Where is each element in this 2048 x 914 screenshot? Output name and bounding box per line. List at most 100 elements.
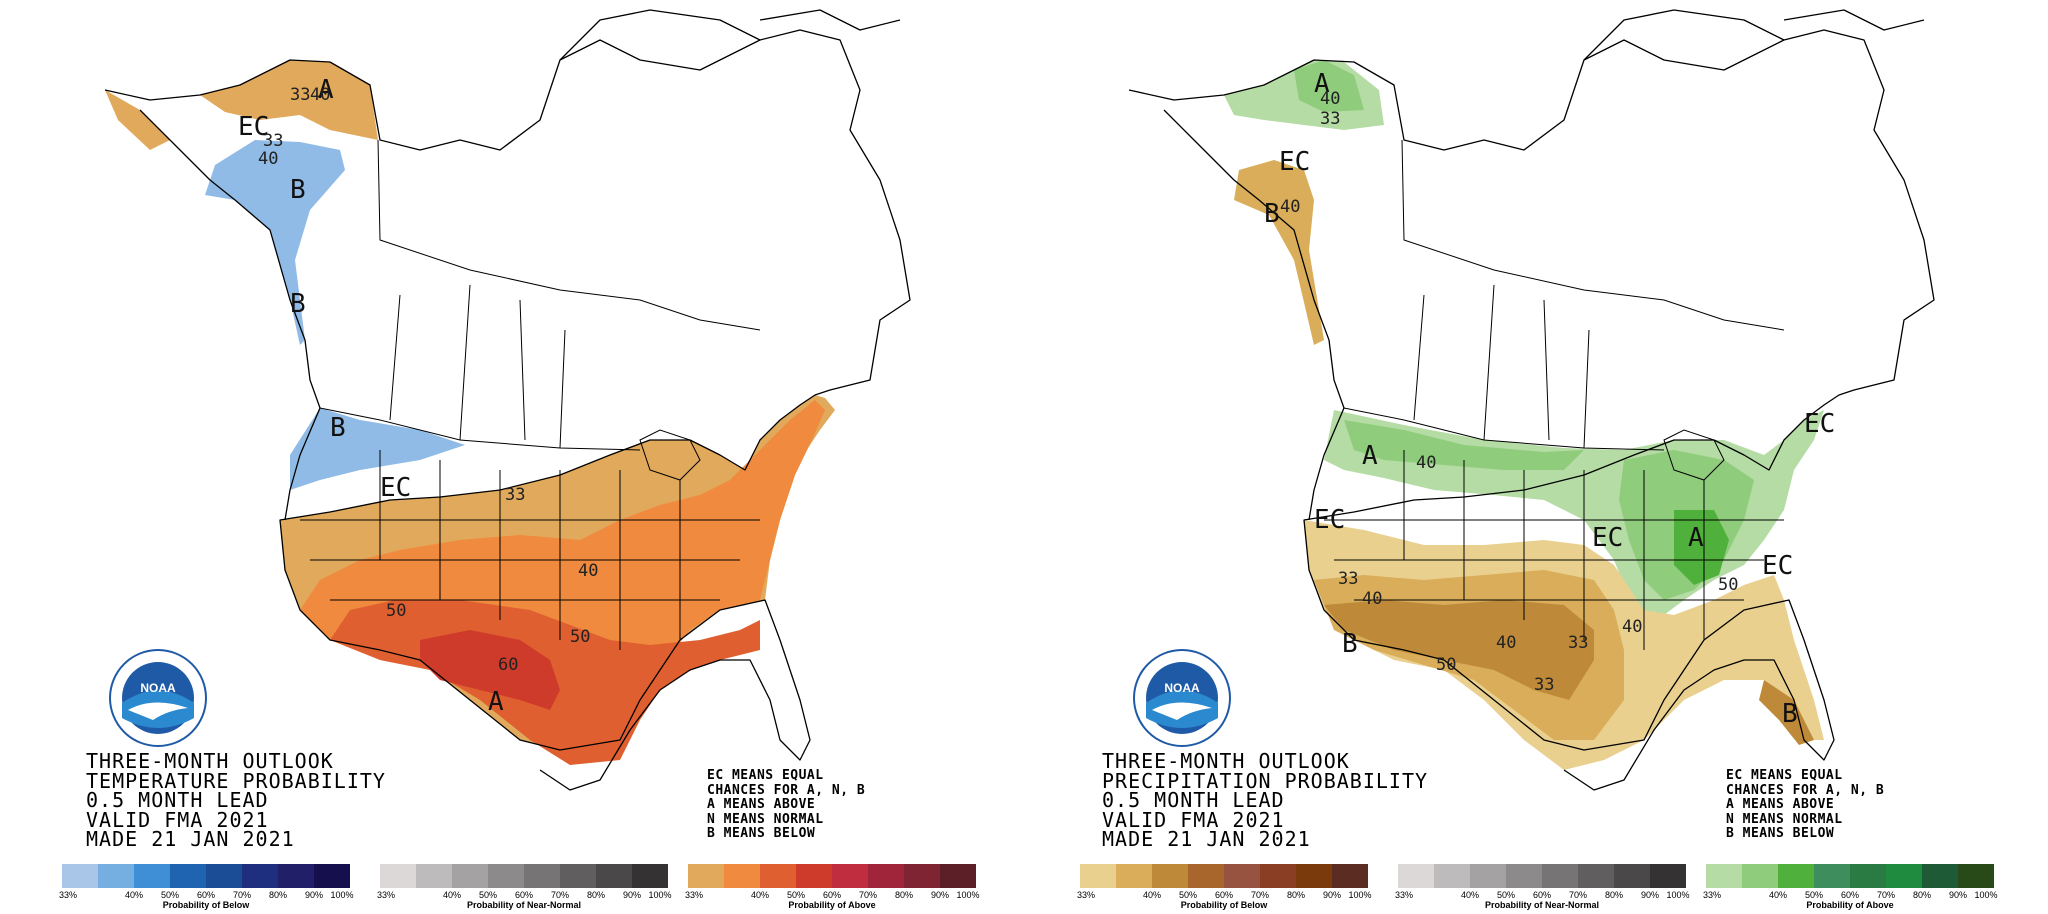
contour-label: 33	[1568, 633, 1588, 653]
contour-label: 40	[1496, 633, 1516, 653]
scale-bar	[380, 864, 668, 888]
temperature-shading	[105, 60, 835, 765]
scale-swatch	[1650, 864, 1686, 888]
scale-tick-label: 40%	[750, 890, 770, 900]
province-lines	[389, 284, 566, 449]
scale-tick-label: 90%	[1948, 890, 1968, 900]
scale-tick-label: 100%	[956, 890, 980, 900]
map-label: A	[1362, 441, 1378, 471]
temperature-contour-labels: 33 40 33 40 33 40 50 60 50	[258, 85, 598, 675]
scale-ticks: 33% 40% 50% 60% 70% 80% 90% 100%	[1077, 888, 1372, 900]
temperature-outlook-map: A EC B B B EC A 33 40 33 40 33 40 50 60 …	[104, 9, 911, 791]
scale-tick-label: 40%	[124, 890, 144, 900]
scale-tick-label: 50%	[1178, 890, 1198, 900]
legend-note-line: B MEANS BELOW	[707, 826, 816, 841]
scale-tick-label: 80%	[1912, 890, 1932, 900]
title-line: VALID FMA 2021	[86, 807, 269, 832]
scale-swatch	[1922, 864, 1958, 888]
scale-swatch	[134, 864, 170, 888]
scale-tick-label: 50%	[786, 890, 806, 900]
west-coast	[139, 109, 306, 341]
legend-note-line: A MEANS ABOVE	[707, 797, 816, 812]
scale-tick-label: 100%	[1974, 890, 1998, 900]
alaska-above-region	[200, 60, 378, 140]
scale-tick-label: 80%	[268, 890, 288, 900]
alaska-above-40-region	[1294, 60, 1364, 112]
scale-tick-label: 40%	[1768, 890, 1788, 900]
scale-swatch	[242, 864, 278, 888]
scale-swatch	[688, 864, 724, 888]
legend-note-line: CHANCES FOR A, N, B	[707, 782, 866, 798]
scale-tick-label: 100%	[648, 890, 672, 900]
legend-note-line: EC MEANS EQUAL	[707, 768, 824, 783]
map-label: B	[1264, 199, 1280, 229]
scale-swatch	[724, 864, 760, 888]
contour-label: 50	[570, 627, 590, 647]
scale-tick-label: 80%	[1286, 890, 1306, 900]
scale-below: 33% 40% 50% 60% 70% 80% 90% 100% Probability of…	[1077, 864, 1372, 910]
scale-swatch	[560, 864, 596, 888]
svg-text:NOAA: NOAA	[140, 681, 176, 695]
continent-coastline	[1128, 29, 1935, 791]
west-coast	[1163, 109, 1330, 341]
precipitation-shading	[1224, 60, 1824, 770]
scale-swatch	[1958, 864, 1994, 888]
scale-swatch	[632, 864, 668, 888]
map-label: B	[330, 413, 346, 443]
map-label: EC	[1804, 409, 1835, 439]
map-label: EC	[380, 473, 411, 503]
map-label: A	[318, 75, 334, 105]
great-lakes	[1663, 429, 1725, 481]
scale-swatch	[1778, 864, 1814, 888]
scale-swatch	[1116, 864, 1152, 888]
scale-swatch	[1296, 864, 1332, 888]
title-line: MADE 21 JAN 2021	[86, 827, 295, 851]
scale-caption: Probability of Below	[1180, 900, 1268, 910]
title-line: TEMPERATURE PROBABILITY	[86, 768, 386, 793]
temperature-legend-note: EC MEANS EQUAL CHANCES FOR A, N, B A MEA…	[707, 768, 866, 842]
scale-tick-label: 50%	[478, 890, 498, 900]
scale-tick-label: 90%	[622, 890, 642, 900]
contour-label: 33	[1320, 109, 1340, 129]
scale-tick-label: 90%	[304, 890, 324, 900]
scale-tick-label: 40%	[1142, 890, 1162, 900]
scale-above: 33% 40% 50% 60% 70% 80% 90% 100% Probability of…	[685, 864, 980, 910]
scale-tick-label: 60%	[822, 890, 842, 900]
province-lines	[1413, 284, 1590, 449]
scale-near-normal: 33% 40% 50% 60% 70% 80% 90% 100% Probability of…	[1394, 864, 1690, 910]
scale-tick-label: 80%	[1604, 890, 1624, 900]
scale-swatch	[1742, 864, 1778, 888]
map-label: EC	[1279, 147, 1310, 177]
scale-swatch	[98, 864, 134, 888]
scale-swatch	[1188, 864, 1224, 888]
scale-ticks: 33% 40% 50% 60% 70% 80% 90% 100%	[1703, 888, 1998, 900]
contour-label: 40	[1320, 89, 1340, 109]
map-label: EC	[1314, 505, 1345, 535]
contour-label: 40	[1280, 197, 1300, 217]
alaska-below-region	[205, 140, 345, 345]
scale-tick-label: 33%	[1394, 890, 1414, 900]
scale-tick-label: 60%	[514, 890, 534, 900]
contour-label: 33	[290, 85, 310, 105]
scale-tick-label: 70%	[1250, 890, 1270, 900]
scale-tick-label: 40%	[442, 890, 462, 900]
title-line: THREE-MONTH OUTLOOK	[1102, 749, 1350, 773]
scale-tick-label: 100%	[1666, 890, 1690, 900]
precipitation-outlook-panel: A EC B A EC EC A EC EC B B 40 33 40 40 5…	[1024, 0, 2048, 914]
scale-swatch	[1434, 864, 1470, 888]
map-label: A	[1688, 523, 1704, 553]
scale-swatch	[832, 864, 868, 888]
northwest-below-region	[290, 408, 465, 490]
greenland-edge	[1783, 9, 1925, 31]
svg-text:NOAA: NOAA	[1164, 681, 1200, 695]
contour-label: 40	[258, 149, 278, 169]
canada-territory-line	[377, 139, 761, 331]
arctic-islands	[559, 9, 761, 61]
scale-swatch	[1814, 864, 1850, 888]
alaska-west-above-region	[105, 90, 170, 150]
scale-tick-label: 33%	[58, 890, 78, 900]
scale-tick-label: 50%	[1496, 890, 1516, 900]
map-label: B	[1342, 629, 1358, 659]
map-label: A	[488, 687, 504, 717]
scale-tick-label: 60%	[1214, 890, 1234, 900]
